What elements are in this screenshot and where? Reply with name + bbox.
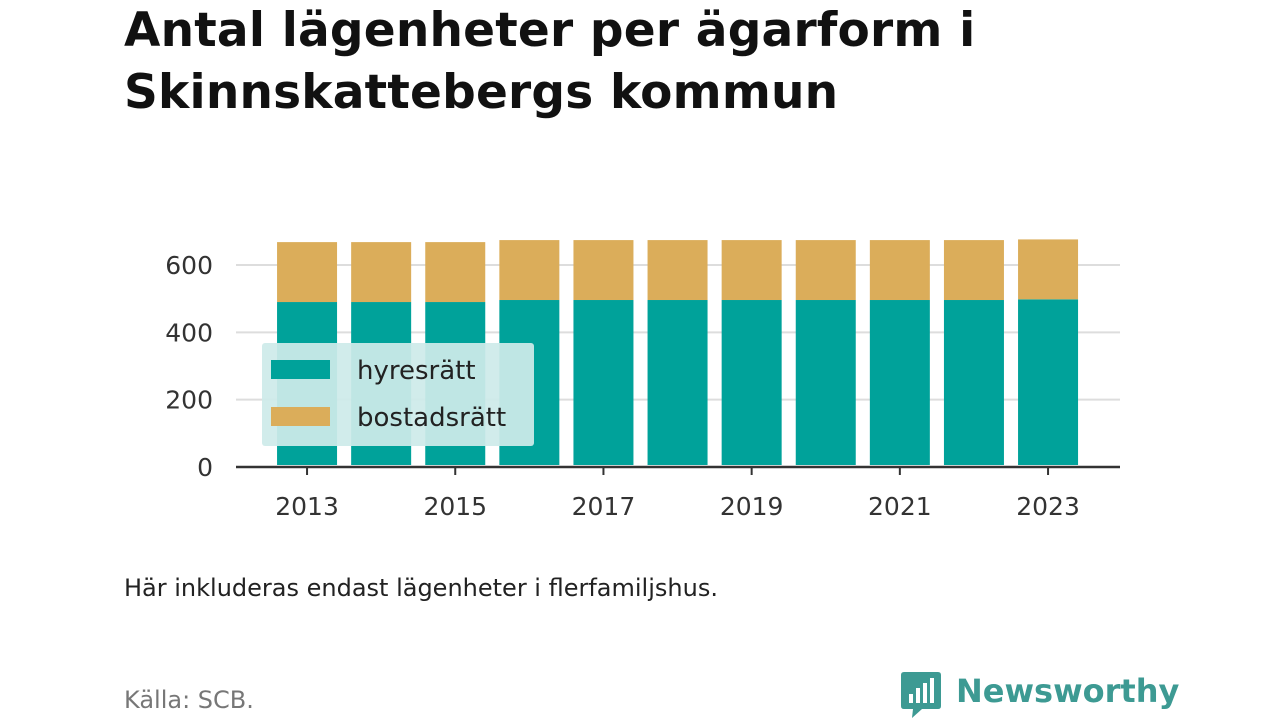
legend-label-hyresratt: hyresrätt: [357, 356, 476, 386]
bar-hyresratt-2019: [721, 300, 782, 465]
stacked-bar-chart: 0 200 400 600 2013 2015 2017 2019 2021 2023 hyres…: [165, 239, 1120, 521]
newsworthy-logo: Newsworthy: [900, 670, 1179, 720]
y-tick-label: 600: [165, 251, 213, 280]
x-tick-label: 2017: [572, 492, 636, 521]
chart-title: Antal lägenheter per ägarform i Skinnska…: [124, 0, 1164, 124]
y-tick-label: 0: [197, 453, 213, 482]
bar-hyresratt-2023: [1018, 299, 1079, 465]
chart-note: Här inkluderas endast lägenheter i flerf…: [124, 574, 718, 602]
bar-hyresratt-2018: [647, 300, 708, 465]
bar-bostadsratt-2019: [721, 240, 782, 301]
bar-hyresratt-2022: [943, 300, 1004, 465]
bar-hyresratt-2017: [573, 300, 634, 465]
bar-bostadsratt-2021: [869, 240, 930, 301]
y-tick-label: 200: [165, 386, 213, 415]
bar-bostadsratt-2018: [647, 240, 708, 301]
axes: 0 200 400 600 2013 2015 2017 2019 2021 2023: [165, 251, 1120, 521]
chart-title-line-1: Antal lägenheter per ägarform i: [124, 3, 976, 58]
bar-hyresratt-2021: [869, 300, 930, 465]
x-tick-label: 2021: [868, 492, 932, 521]
bar-bostadsratt-2022: [943, 240, 1004, 301]
newsworthy-bar-chart-logo-icon: [901, 672, 941, 718]
bar-bostadsratt-2013: [277, 242, 338, 303]
x-tick-label: 2015: [423, 492, 487, 521]
legend: hyresrätt bostadsrätt: [262, 343, 534, 446]
bar-bostadsratt-2015: [425, 242, 486, 303]
bar-bostadsratt-2016: [499, 240, 560, 301]
bar-bostadsratt-2020: [795, 240, 856, 301]
brand-name: Newsworthy: [956, 672, 1180, 710]
y-tick-label: 400: [165, 318, 213, 347]
x-tick-label: 2013: [275, 492, 339, 521]
legend-swatch-hyresratt: [271, 360, 330, 379]
source-credit: Källa: SCB.: [124, 686, 254, 714]
bar-bostadsratt-2014: [351, 242, 412, 303]
legend-swatch-bostadsratt: [271, 407, 330, 426]
bar-bostadsratt-2023: [1018, 239, 1079, 300]
legend-label-bostadsratt: bostadsrätt: [357, 403, 506, 433]
chart-title-line-2: Skinnskattebergs kommun: [124, 65, 839, 120]
bar-hyresratt-2020: [795, 300, 856, 465]
bar-bostadsratt-2017: [573, 240, 634, 301]
x-tick-label: 2023: [1016, 492, 1080, 521]
x-tick-label: 2019: [720, 492, 784, 521]
